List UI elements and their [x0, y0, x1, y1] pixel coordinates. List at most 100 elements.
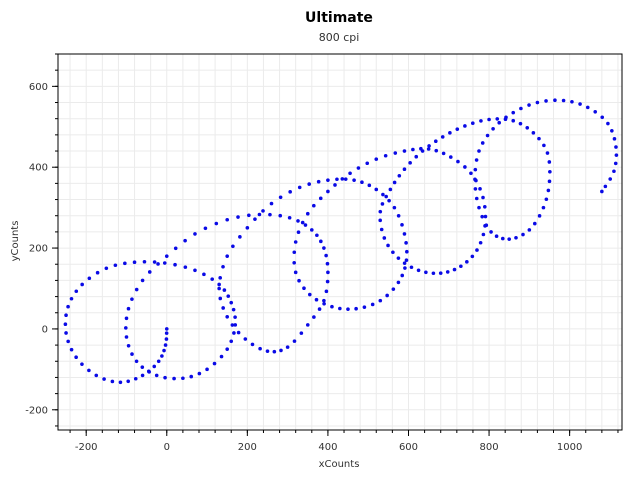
data-point — [324, 289, 329, 294]
data-point — [382, 236, 387, 240]
data-point — [243, 337, 248, 341]
data-point — [478, 187, 482, 191]
data-point — [189, 374, 194, 379]
data-point — [612, 169, 616, 174]
data-point — [325, 279, 330, 284]
data-point — [130, 297, 134, 301]
data-point — [285, 345, 290, 349]
data-point — [470, 254, 475, 259]
data-point — [431, 271, 436, 276]
data-point — [396, 214, 401, 218]
data-point — [218, 296, 223, 301]
data-point — [173, 246, 178, 251]
data-point — [448, 131, 452, 135]
data-point — [426, 147, 431, 151]
x-tick-label: 200 — [238, 442, 257, 453]
data-point — [74, 289, 79, 294]
data-point — [221, 264, 225, 269]
data-point — [152, 260, 157, 264]
data-point — [164, 337, 169, 341]
data-point — [477, 149, 481, 153]
data-point — [479, 119, 483, 123]
data-point — [305, 323, 310, 327]
data-point — [80, 282, 84, 287]
data-point — [292, 339, 297, 343]
data-point — [231, 307, 236, 312]
data-point — [110, 379, 115, 384]
data-point — [265, 349, 270, 353]
y-tick-label: -200 — [25, 405, 48, 416]
data-point — [66, 339, 70, 344]
data-point — [511, 118, 516, 123]
data-point — [504, 115, 508, 120]
data-point — [600, 189, 604, 194]
data-point — [326, 270, 330, 275]
data-point — [124, 316, 129, 321]
data-point — [480, 141, 485, 145]
data-point — [307, 292, 312, 297]
data-point — [603, 184, 608, 189]
data-point — [484, 223, 489, 228]
data-point — [518, 121, 523, 126]
data-point — [600, 115, 605, 120]
data-point — [405, 249, 409, 254]
data-point — [521, 232, 525, 237]
data-point — [362, 305, 367, 309]
data-point — [356, 166, 361, 170]
data-point — [409, 265, 414, 270]
data-point — [378, 298, 383, 303]
data-point — [205, 367, 209, 372]
data-point — [140, 365, 145, 369]
data-point — [402, 261, 407, 265]
data-point — [268, 212, 272, 217]
data-point — [202, 272, 206, 277]
data-point — [210, 277, 214, 281]
data-point — [287, 215, 292, 220]
data-point — [152, 364, 157, 369]
data-point — [393, 151, 398, 155]
data-point — [404, 241, 408, 245]
data-point — [402, 232, 407, 236]
data-point — [511, 110, 516, 115]
y-tick-label: 400 — [29, 163, 48, 174]
data-point — [525, 125, 530, 130]
data-point — [343, 177, 348, 181]
data-point — [124, 335, 129, 339]
data-point — [183, 238, 187, 243]
data-point — [156, 359, 161, 364]
data-point — [66, 304, 70, 309]
data-point — [384, 194, 388, 199]
data-point — [163, 375, 167, 380]
data-point — [232, 331, 236, 335]
data-point — [545, 151, 550, 155]
data-point — [330, 304, 334, 309]
data-point — [411, 147, 415, 152]
data-point — [118, 380, 123, 385]
data-point — [219, 354, 224, 359]
data-point — [80, 362, 84, 366]
data-point — [315, 233, 319, 238]
data-point — [214, 221, 219, 226]
data-point — [585, 105, 590, 110]
data-point — [544, 99, 548, 103]
data-point — [147, 270, 152, 274]
data-point — [258, 346, 262, 351]
data-point — [64, 331, 68, 335]
data-point — [380, 202, 385, 206]
data-point — [494, 234, 499, 238]
data-point — [299, 331, 304, 335]
data-point — [293, 270, 298, 275]
data-point — [452, 267, 457, 272]
data-point — [542, 143, 546, 148]
data-point — [310, 228, 314, 232]
data-point — [400, 223, 404, 227]
data-point — [578, 102, 582, 106]
data-point — [162, 261, 167, 265]
data-point — [383, 153, 388, 158]
data-point — [229, 339, 234, 344]
data-point — [193, 232, 197, 236]
data-point — [218, 276, 222, 280]
data-point — [297, 278, 301, 283]
data-point — [541, 205, 546, 210]
y-tick-label: 200 — [29, 244, 48, 255]
